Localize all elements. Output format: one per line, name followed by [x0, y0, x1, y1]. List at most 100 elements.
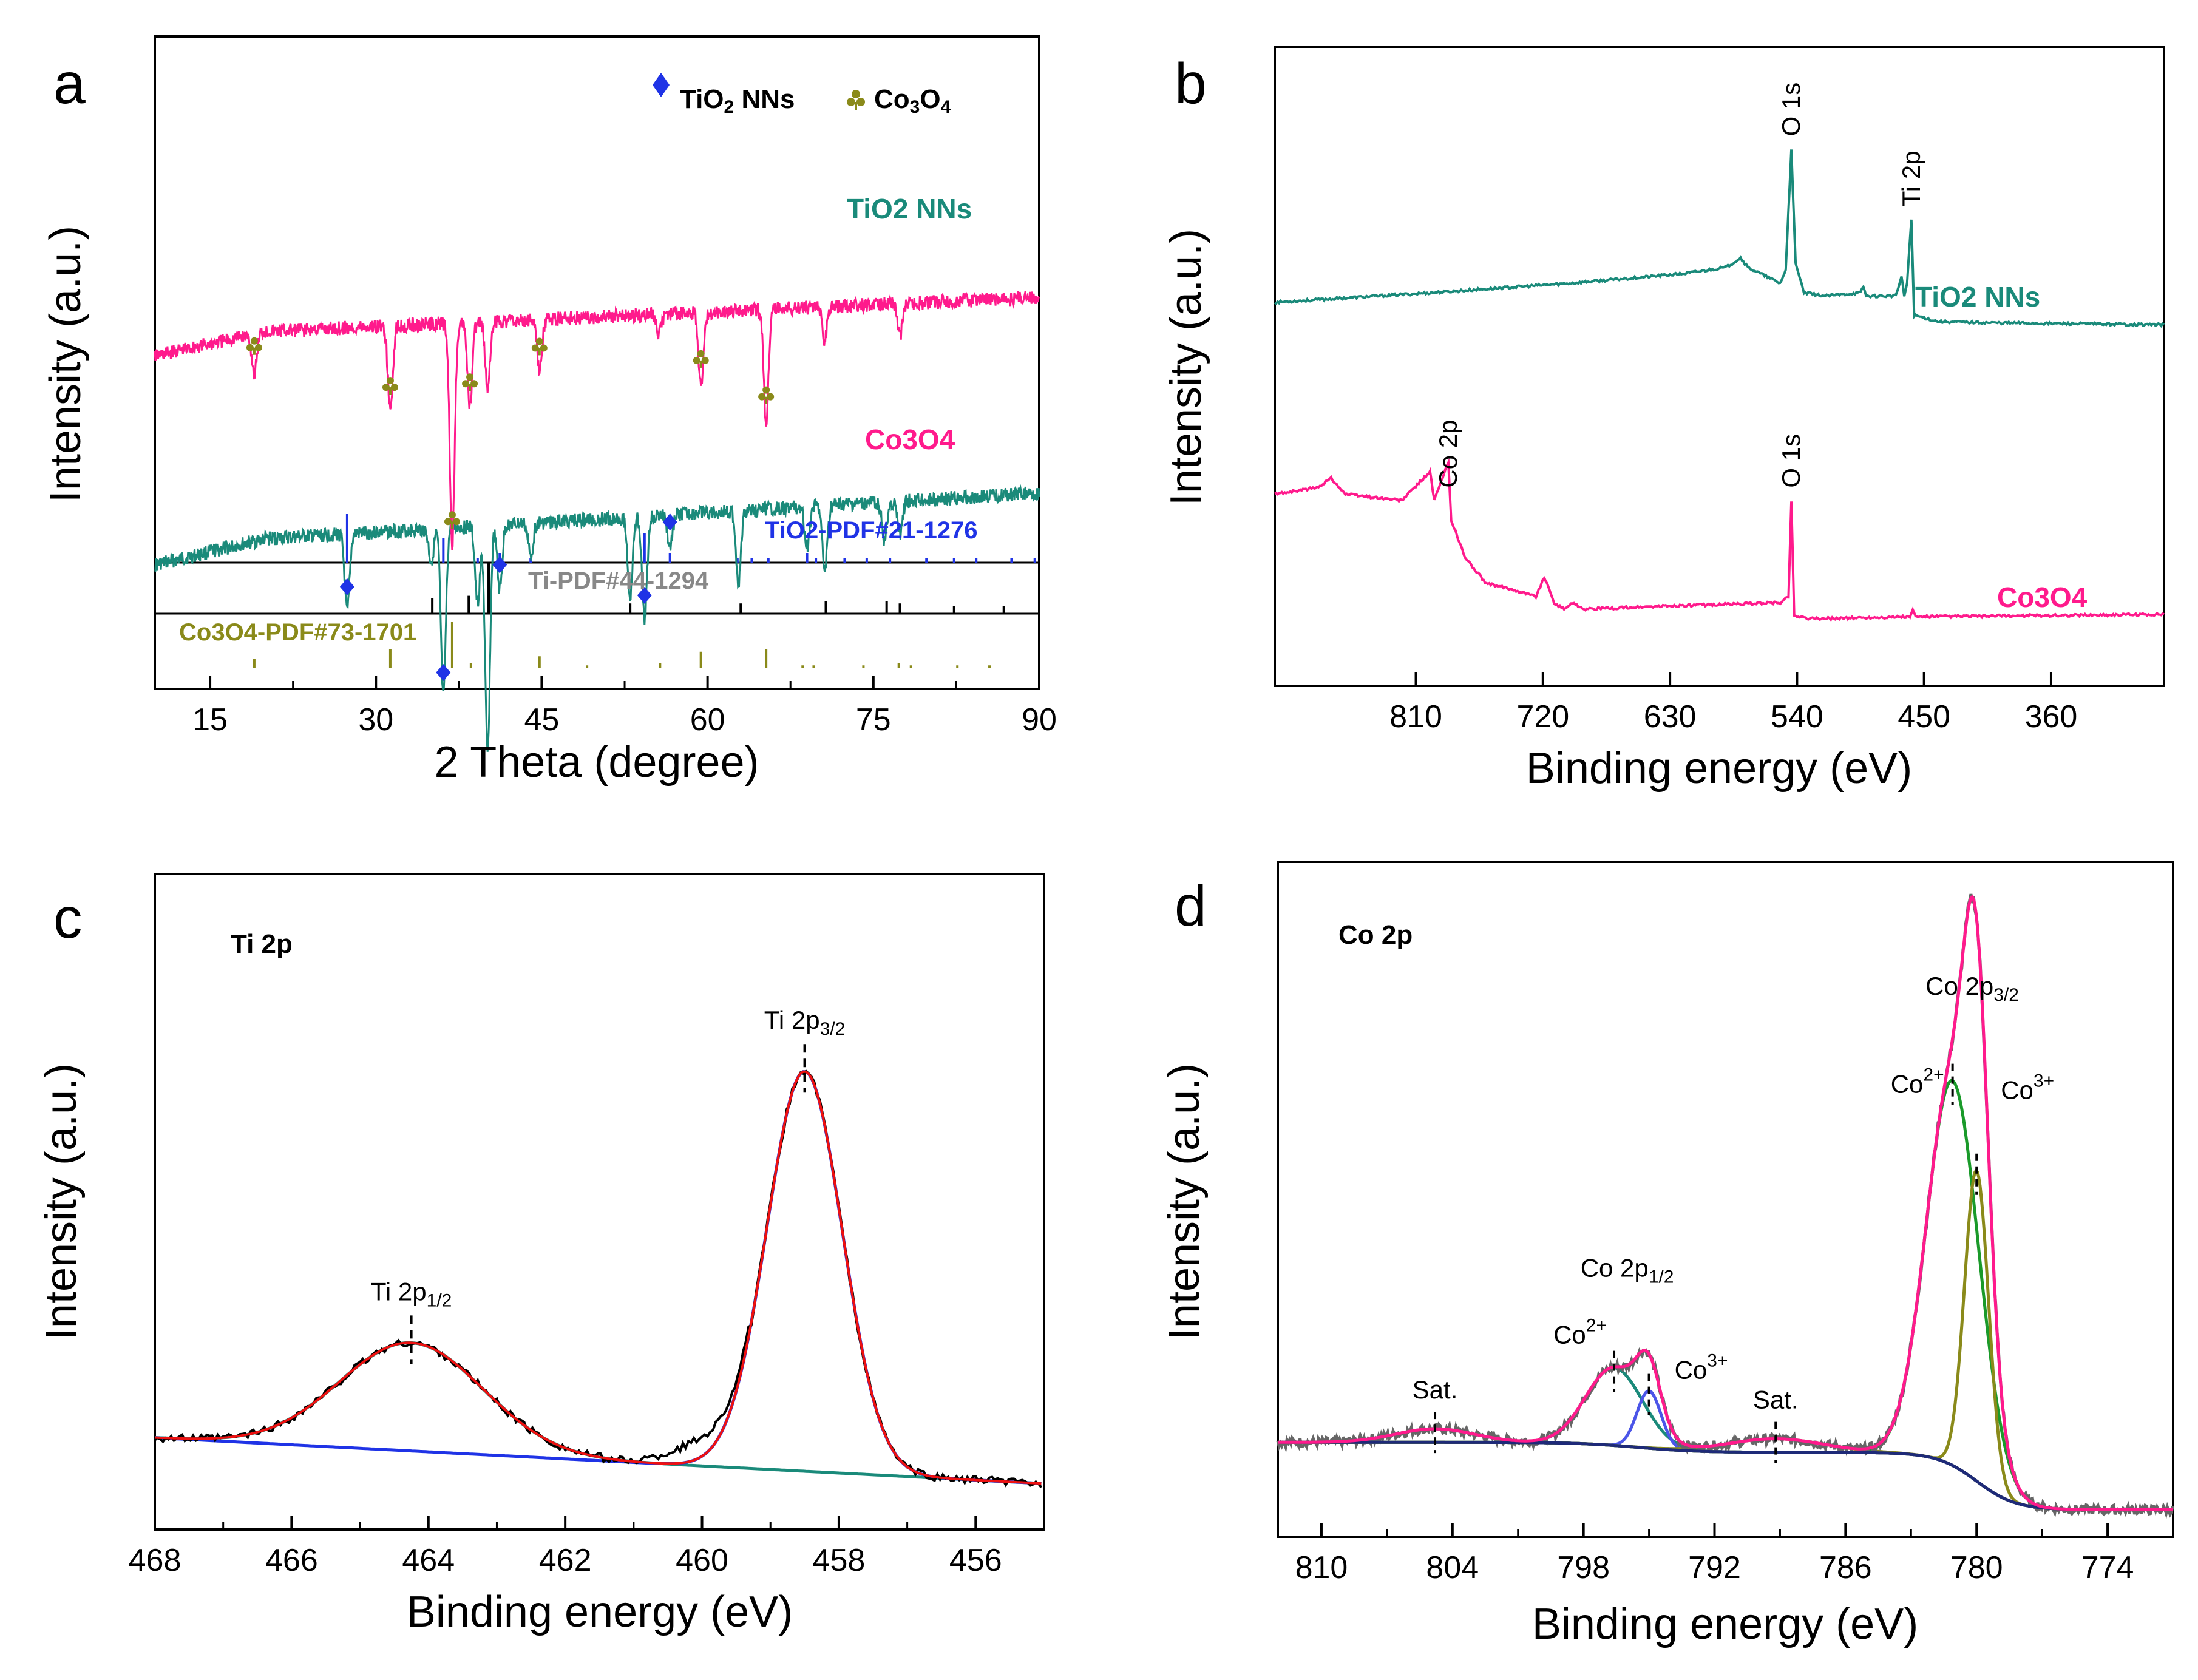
plot-frame-c — [154, 873, 1045, 1531]
annotation-co3plus-1: Co3+ — [1675, 1351, 1728, 1384]
club-leaf — [250, 337, 258, 345]
panel-letter-d: d — [1175, 874, 1207, 938]
annotation-ti2p32: Ti 2p3/2 — [764, 1006, 846, 1039]
b-tick-label-540: 540 — [1771, 699, 1823, 734]
annotation-sat-1: Sat. — [1413, 1375, 1458, 1404]
annotation-o1s-tio2: O 1s — [1777, 83, 1805, 137]
d-tick-label-798: 798 — [1557, 1550, 1610, 1585]
club-leaf — [470, 380, 478, 388]
a-tick-label-15: 15 — [192, 702, 228, 737]
c-tick-label-466: 466 — [265, 1543, 318, 1578]
y-axis-label-a: Intensity (a.u.) — [41, 226, 90, 503]
d-tick-label-774: 774 — [2081, 1550, 2134, 1585]
peak-markers — [246, 337, 775, 681]
envelope-d — [1278, 894, 2173, 1511]
club-stem — [538, 348, 541, 356]
series-label-co3o4: Co3O4 — [865, 424, 955, 455]
x-axis-label-c: Binding energy (eV) — [407, 1588, 793, 1636]
panel-a: 15 30 45 60 75 90 Intensity (a.u.) 2 Theta (d… — [41, 35, 1057, 787]
a-tick-label-75: 75 — [856, 702, 891, 737]
b-tick-label-360: 360 — [2025, 699, 2078, 734]
club-stem — [765, 396, 768, 404]
title-d: Co 2p — [1338, 920, 1413, 950]
club-marker — [382, 377, 398, 395]
club-leaf — [466, 373, 474, 381]
club-leaf — [758, 393, 766, 401]
annotation-ti2p12: Ti 2p1/2 — [371, 1277, 452, 1310]
diamond-marker — [637, 586, 652, 604]
club-leaf — [540, 344, 548, 352]
c-tick-label-460: 460 — [676, 1543, 728, 1578]
x-axis-label-a: 2 Theta (degree) — [434, 738, 759, 787]
c-tick-label-456: 456 — [949, 1543, 1002, 1578]
c-tick-label-464: 464 — [402, 1543, 455, 1578]
raw-data-d — [1276, 893, 2174, 1519]
x-axis-label-d: Binding energy (eV) — [1532, 1600, 1918, 1648]
raw-data-c — [154, 1069, 1043, 1488]
club-leaf — [452, 518, 460, 526]
d-tick-label-780: 780 — [1950, 1550, 2003, 1585]
club-leaf — [535, 337, 543, 345]
series-line-tio2-survey — [1274, 149, 2165, 328]
panel-letter-c: c — [53, 886, 83, 950]
x-axis-d: 810 804 798 792 786 780 774 — [1295, 1523, 2174, 1585]
b-tick-label-450: 450 — [1898, 699, 1950, 734]
d-tick-label-786: 786 — [1819, 1550, 1872, 1585]
background-line-d — [1278, 1440, 2173, 1511]
annotation-o1s-co3o4: O 1s — [1777, 434, 1805, 488]
club-leaf — [246, 344, 254, 351]
x-axis-label-b: Binding energy (eV) — [1526, 744, 1912, 793]
title-c: Ti 2p — [231, 929, 293, 959]
a-tick-label-45: 45 — [524, 702, 560, 737]
annotation-co3plus-2: Co3+ — [2001, 1071, 2054, 1105]
panel-d: 810 804 798 792 786 780 774 Intensity (a.u.) B… — [1160, 861, 2174, 1648]
series-label-tio2-b: TiO2 NNs — [1915, 281, 2040, 313]
club-stem — [388, 387, 392, 395]
y-axis-label-c: Intensity (a.u.) — [37, 1063, 86, 1340]
legend-club-icon — [847, 90, 865, 110]
club-stem — [699, 360, 702, 368]
club-leaf — [444, 518, 452, 526]
a-tick-label-90: 90 — [1022, 702, 1057, 737]
annotation-co2p32: Co 2p3/2 — [1925, 972, 2019, 1005]
club-marker — [758, 386, 775, 404]
club-leaf — [386, 377, 394, 385]
c-tick-label-468: 468 — [129, 1543, 181, 1578]
ref-label-ti: Ti-PDF#44-1294 — [528, 567, 709, 594]
club-leaf — [531, 344, 539, 352]
peak-dashes-c — [410, 1044, 806, 1364]
panel-b: 810 720 630 540 450 360 Intensity (a.u.) Bind… — [1162, 46, 2165, 793]
legend-a: TiO2 NNs Co3O4 — [653, 73, 951, 117]
a-tick-label-60: 60 — [690, 702, 725, 737]
diamond-marker — [662, 513, 677, 531]
d-tick-label-810: 810 — [1295, 1550, 1348, 1585]
club-leaf — [697, 350, 705, 357]
club-leaf — [390, 384, 398, 391]
series-line-tio2-xrd — [154, 484, 1040, 752]
b-tick-label-720: 720 — [1516, 699, 1569, 734]
peak-dashes-d — [1434, 1063, 1978, 1463]
annotation-co2plus-2: Co2+ — [1891, 1065, 1944, 1099]
x-axis-b: 810 720 630 540 450 360 — [1389, 672, 2077, 734]
club-marker — [693, 350, 709, 368]
club-stem — [253, 347, 256, 355]
club-leaf — [767, 393, 775, 401]
club-stem — [450, 521, 453, 529]
annotation-co2p12: Co 2p1/2 — [1581, 1254, 1674, 1287]
d-tick-label-804: 804 — [1426, 1550, 1479, 1585]
club-marker — [531, 337, 548, 356]
diamond-marker — [339, 578, 354, 595]
club-marker — [444, 511, 460, 529]
ref-label-co3o4: Co3O4-PDF#73-1701 — [179, 619, 416, 646]
x-axis-c: 468 466 464 462 460 458 456 — [129, 1516, 1045, 1578]
panel-c: 468 466 464 462 460 458 456 Intensity (a.u.) B… — [37, 873, 1045, 1636]
ref-label-tio2: TiO2-PDF#21-1276 — [765, 517, 978, 544]
club-leaf — [382, 384, 390, 391]
club-leaf — [762, 386, 770, 394]
series-line-co3o4-xrd — [154, 291, 1040, 550]
plot-frame-a — [154, 35, 1040, 690]
component-co3-2p3-2 — [1278, 1168, 2173, 1511]
legend-label-co3o4: Co3O4 — [874, 84, 951, 117]
panel-letter-b: b — [1175, 52, 1207, 116]
annotation-co2plus-1: Co2+ — [1553, 1316, 1607, 1349]
